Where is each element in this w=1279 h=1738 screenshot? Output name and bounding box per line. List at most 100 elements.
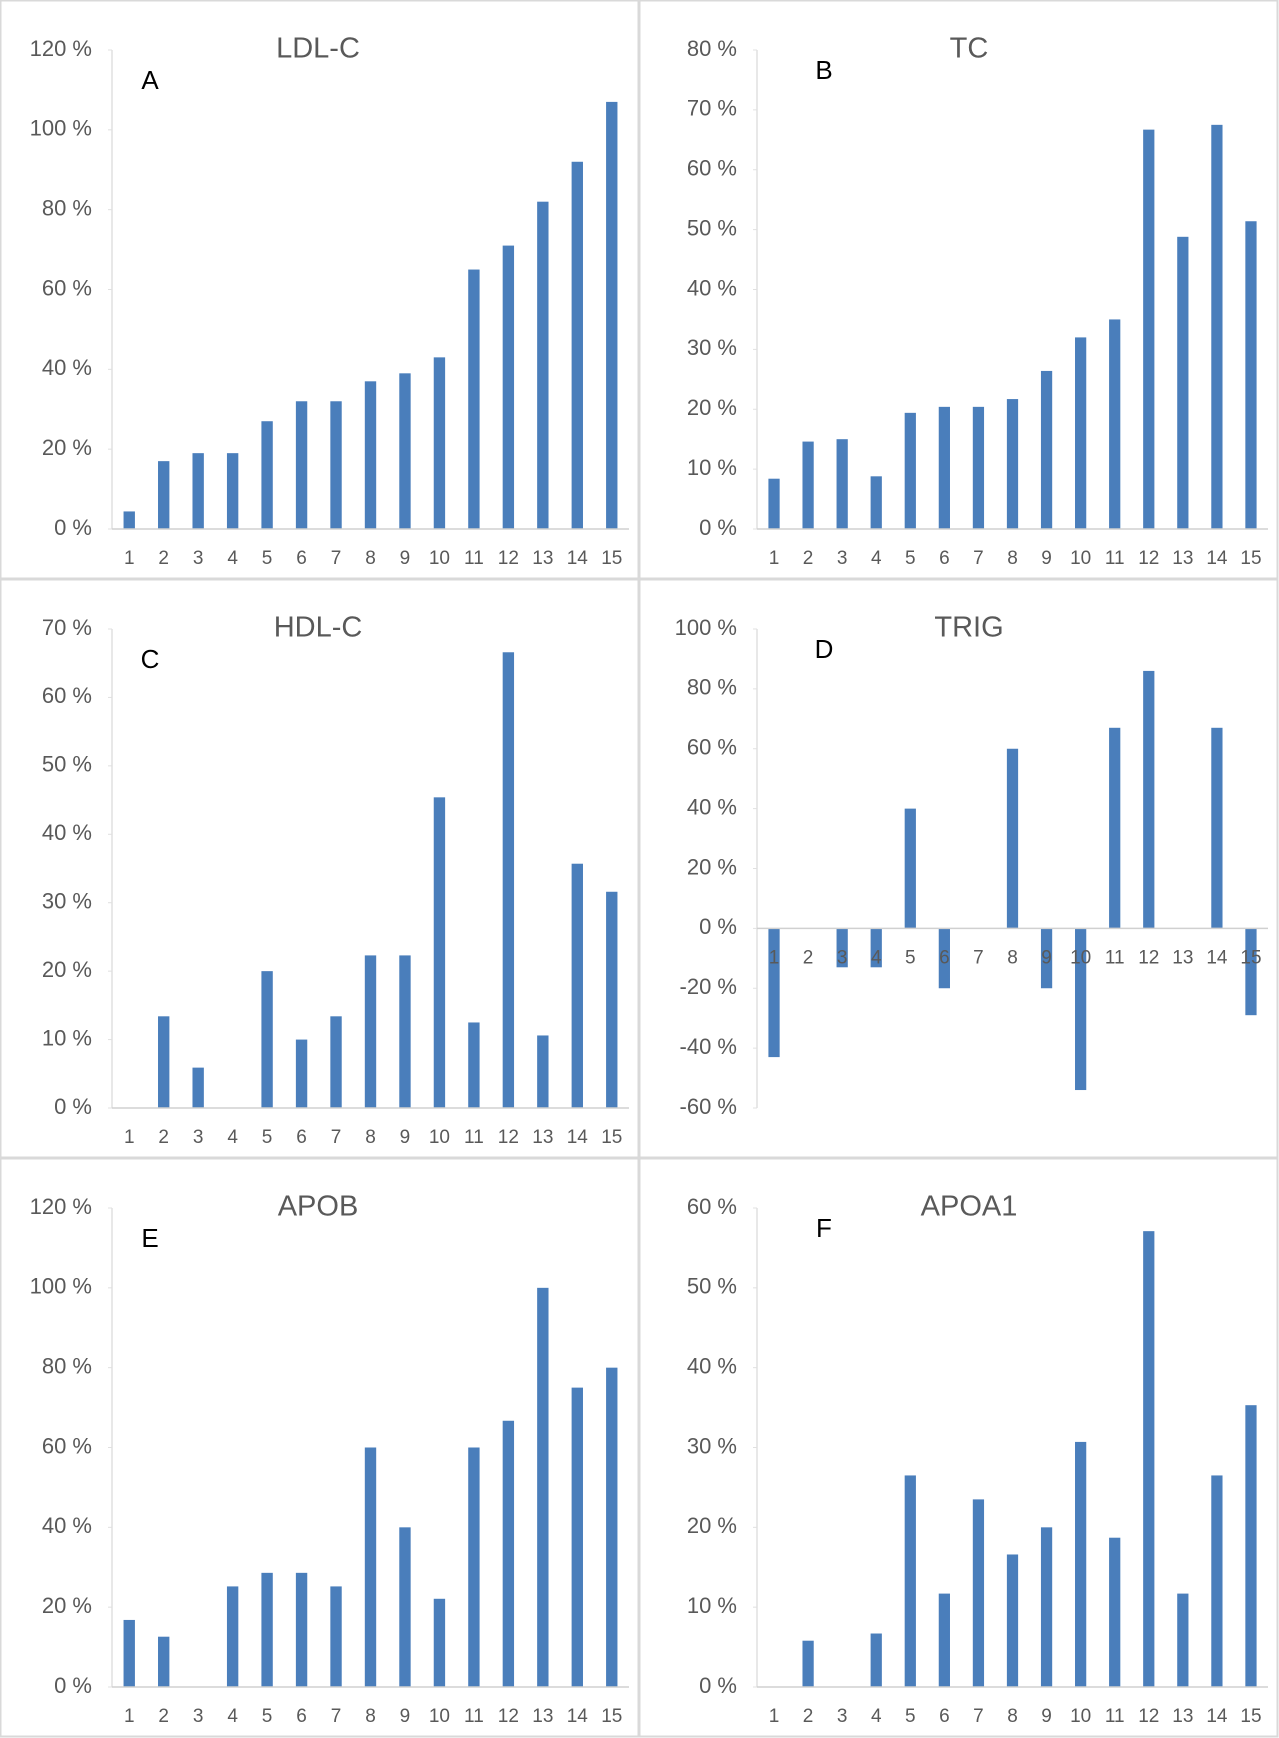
bar bbox=[768, 478, 780, 529]
y-tick-label: 80 % bbox=[687, 36, 737, 61]
bar bbox=[1040, 1527, 1053, 1687]
bar bbox=[1109, 727, 1121, 929]
x-tick-label: 7 bbox=[973, 947, 984, 968]
y-tick-label: 20 % bbox=[687, 395, 737, 420]
bar bbox=[768, 928, 780, 1058]
bar bbox=[468, 1447, 480, 1687]
chart-title: HDL-C bbox=[274, 612, 363, 644]
bar bbox=[870, 476, 882, 529]
x-tick-label: 2 bbox=[158, 548, 169, 569]
x-tick-label: 11 bbox=[464, 1706, 484, 1727]
x-tick-label: 1 bbox=[769, 1706, 780, 1727]
x-tick-label: 15 bbox=[601, 1127, 622, 1148]
y-tick-label: 20 % bbox=[687, 1513, 737, 1538]
bar bbox=[192, 453, 204, 529]
x-tick-label: 10 bbox=[429, 1127, 450, 1148]
bar bbox=[226, 453, 239, 529]
bar bbox=[433, 797, 446, 1108]
bar bbox=[1245, 221, 1257, 529]
x-tick-label: 12 bbox=[498, 1127, 519, 1148]
x-tick-label: 15 bbox=[601, 1706, 622, 1727]
bar bbox=[1075, 928, 1087, 1091]
x-tick-label: 7 bbox=[331, 548, 342, 569]
x-tick-label: 2 bbox=[158, 1706, 169, 1727]
x-tick-label: 1 bbox=[124, 1127, 135, 1148]
x-tick-label: 8 bbox=[1007, 947, 1018, 968]
bar bbox=[870, 928, 882, 968]
chart-title: LDL-C bbox=[276, 33, 360, 65]
x-tick-label: 10 bbox=[429, 1706, 450, 1727]
y-tick-label: 20 % bbox=[42, 1593, 92, 1618]
y-tick-label: 80 % bbox=[42, 195, 92, 220]
x-tick-label: 1 bbox=[769, 548, 780, 569]
x-tick-label: 9 bbox=[1041, 548, 1052, 569]
panel-label: E bbox=[141, 1223, 158, 1253]
x-tick-label: 9 bbox=[400, 1706, 411, 1727]
bar bbox=[1177, 1593, 1189, 1687]
bar bbox=[537, 1035, 549, 1108]
bar bbox=[571, 161, 583, 529]
bar bbox=[1143, 1231, 1155, 1687]
y-tick-label: 30 % bbox=[42, 889, 92, 914]
panel-label: C bbox=[141, 644, 160, 674]
y-tick-label: 40 % bbox=[42, 820, 92, 845]
x-tick-label: 2 bbox=[803, 1706, 814, 1727]
bar bbox=[904, 808, 916, 929]
bar bbox=[330, 401, 342, 529]
panel: 0 %10 %20 %30 %40 %50 %60 %1 2 3 4 5 6 7 8 9 10 11… bbox=[638, 1157, 1279, 1738]
x-tick-label: 8 bbox=[365, 1706, 376, 1727]
x-tick-label: 4 bbox=[871, 1706, 882, 1727]
x-tick-label: 2 bbox=[158, 1127, 169, 1148]
x-tick-label: 3 bbox=[837, 1706, 848, 1727]
y-tick-label: 0 % bbox=[699, 1673, 737, 1698]
y-tick-label: 100 % bbox=[30, 116, 92, 141]
x-tick-label: 12 bbox=[498, 1706, 519, 1727]
y-tick-label: 50 % bbox=[687, 1274, 737, 1299]
bar bbox=[433, 357, 446, 529]
chart-title: TRIG bbox=[934, 612, 1003, 644]
y-tick-label: 60 % bbox=[42, 275, 92, 300]
bar bbox=[295, 1039, 308, 1108]
y-tick-label: 20 % bbox=[687, 854, 737, 879]
bar bbox=[836, 928, 848, 968]
x-tick-label: 14 bbox=[1206, 548, 1228, 569]
panel-label: F bbox=[816, 1213, 832, 1243]
bar bbox=[364, 381, 377, 529]
panel: 0 %10 %20 %30 %40 %50 %60 %70 %80 %1 2 3 4 5… bbox=[638, 0, 1279, 580]
x-tick-label: 1 bbox=[124, 548, 135, 569]
x-tick-label: 3 bbox=[193, 1127, 204, 1148]
x-tick-label: 10 bbox=[1070, 548, 1091, 569]
y-tick-label: 40 % bbox=[687, 1353, 737, 1378]
y-tick-label: 40 % bbox=[687, 275, 737, 300]
y-tick-label: 20 % bbox=[42, 957, 92, 982]
y-tick-label: -60 % bbox=[680, 1094, 737, 1119]
bar bbox=[802, 1640, 814, 1687]
bar bbox=[158, 1636, 170, 1687]
y-tick-label: -40 % bbox=[680, 1034, 737, 1059]
bar bbox=[1109, 1537, 1121, 1687]
bar bbox=[606, 101, 618, 530]
bar bbox=[802, 441, 814, 529]
y-tick-label: 0 % bbox=[699, 515, 737, 540]
bar bbox=[972, 406, 985, 529]
x-tick-label: 5 bbox=[262, 1706, 273, 1727]
bar bbox=[1006, 399, 1019, 529]
y-tick-label: 20 % bbox=[42, 435, 92, 460]
x-tick-label: 14 bbox=[567, 548, 589, 569]
y-tick-label: 0 % bbox=[54, 1094, 92, 1119]
y-tick-label: 60 % bbox=[42, 683, 92, 708]
bar bbox=[571, 863, 583, 1108]
bar bbox=[904, 1475, 916, 1687]
y-tick-label: 30 % bbox=[687, 1433, 737, 1458]
y-tick-label: 60 % bbox=[42, 1433, 92, 1458]
bar bbox=[192, 1067, 204, 1108]
x-tick-label: 12 bbox=[1138, 548, 1159, 569]
bar bbox=[399, 1527, 411, 1687]
y-tick-label: 70 % bbox=[42, 615, 92, 640]
bar bbox=[1006, 748, 1019, 929]
x-tick-label: 9 bbox=[400, 548, 411, 569]
y-tick-label: 60 % bbox=[687, 156, 737, 181]
x-tick-label: 4 bbox=[227, 548, 238, 569]
bar bbox=[502, 245, 515, 529]
bar bbox=[537, 201, 549, 529]
